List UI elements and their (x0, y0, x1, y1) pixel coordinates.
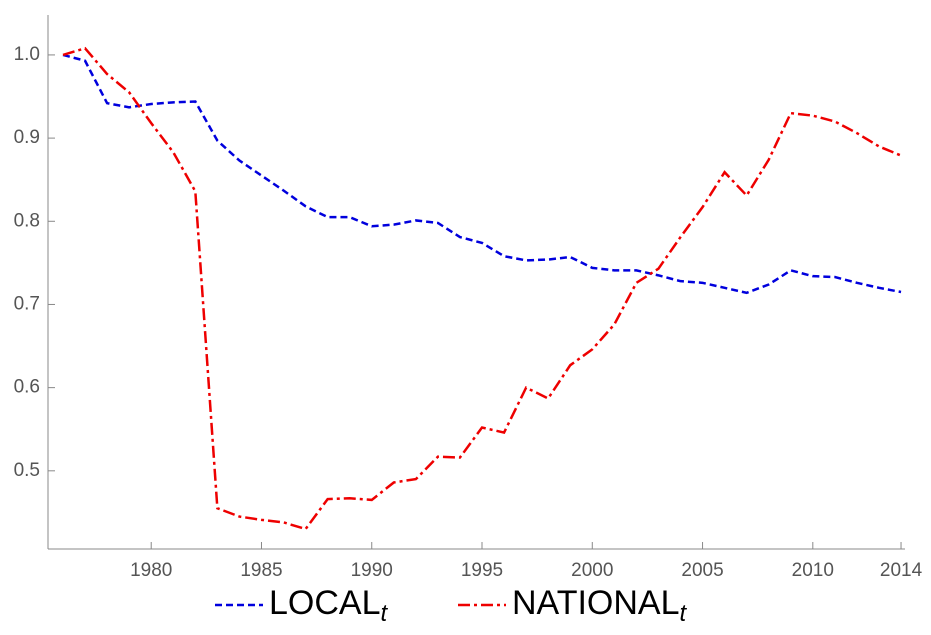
x-tick-label: 1990 (351, 560, 393, 581)
series-line (62, 46, 902, 531)
x-tick-label: 1980 (130, 560, 172, 581)
series-line (62, 53, 902, 295)
x-tick-label: 1995 (461, 560, 503, 581)
y-tick-label: 0.7 (14, 293, 40, 314)
legend-name: NATIONAL (512, 584, 680, 622)
y-tick-label: 1.0 (14, 44, 40, 65)
x-tick-label: 2014 (880, 560, 923, 581)
x-tick-label: 2010 (792, 560, 834, 581)
legend-label: LOCALt (269, 584, 389, 627)
x-tick-label: 1985 (240, 560, 282, 581)
y-tick-label: 0.6 (14, 377, 40, 398)
y-tick-label: 0.9 (14, 127, 40, 148)
legend-name: LOCAL (269, 584, 381, 622)
y-tick-label: 0.5 (14, 460, 40, 481)
legend-subscript: t (381, 600, 389, 627)
legend-subscript: t (680, 600, 688, 627)
x-tick-label: 2005 (681, 560, 723, 581)
y-tick-label: 0.8 (14, 210, 40, 231)
x-tick-label: 2000 (571, 560, 613, 581)
legend-label: NATIONALt (512, 584, 688, 627)
